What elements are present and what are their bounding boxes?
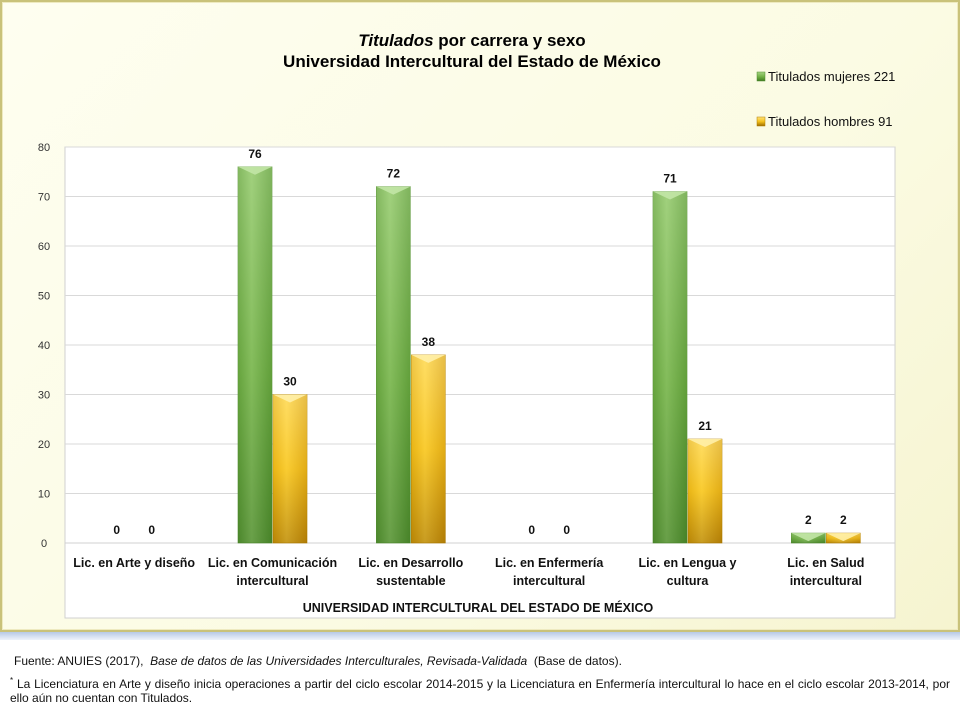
bar-chart: Titulados por carrera y sexo Universidad… xyxy=(38,31,896,619)
value-label: 72 xyxy=(387,167,401,181)
gridlines xyxy=(65,146,895,494)
category-label: Lic. en Arte y diseño xyxy=(73,556,195,570)
chart-title-italic: Titulados xyxy=(358,31,433,50)
category-label-line: Lic. en Arte y diseño xyxy=(73,556,195,570)
note-text: La Licenciatura en Arte y diseño inicia … xyxy=(10,677,951,705)
chart-title: Titulados por carrera y sexo xyxy=(358,31,585,50)
bottom-rule xyxy=(0,632,960,640)
value-label: 76 xyxy=(248,147,262,161)
bar-cap xyxy=(411,354,446,363)
bar-cap xyxy=(688,439,722,448)
footer: Fuente: ANUIES (2017), Base de datos de … xyxy=(10,654,950,705)
legend-entry: Titulados mujeres 221 xyxy=(768,69,895,84)
note-line: * La Licenciatura en Arte y diseño inici… xyxy=(10,674,950,705)
bar-shade xyxy=(653,191,687,544)
category-label: Lic. en Comunicación intercultural xyxy=(208,556,337,588)
value-label: 2 xyxy=(805,513,812,527)
bars xyxy=(237,166,861,544)
category-labels: Lic. en Arte y diseño Lic. en Comunicació… xyxy=(73,556,864,588)
category-label-line: Lic. en Salud xyxy=(787,556,864,570)
x-axis-title: UNIVERSIDAD INTERCULTURAL DEL ESTADO DE … xyxy=(303,600,654,615)
legend-swatch xyxy=(756,71,766,82)
y-tick-label: 70 xyxy=(38,192,50,204)
y-tick-label: 60 xyxy=(38,241,50,253)
value-labels: 0 0 76 30 72 38 0 0 71 21 2 2 xyxy=(113,147,847,537)
bar-cap xyxy=(791,533,826,542)
legend-swatch xyxy=(756,116,766,127)
chart-subtitle: Universidad Intercultural del Estado de … xyxy=(283,52,661,71)
bar-cap xyxy=(238,166,272,175)
bar-shade xyxy=(688,439,722,543)
value-label: 0 xyxy=(563,523,570,537)
legend-entry: Titulados hombres 91 xyxy=(768,114,893,129)
category-label-line: intercultural xyxy=(236,574,308,588)
source-prefix: Fuente: ANUIES (2017), xyxy=(14,654,144,668)
y-tick-label: 50 xyxy=(38,291,50,303)
source-line: Fuente: ANUIES (2017), Base de datos de … xyxy=(14,654,950,668)
value-label: 0 xyxy=(113,523,120,537)
legend: Titulados mujeres 221 Titulados hombres 9… xyxy=(756,69,895,129)
value-label: 0 xyxy=(148,523,155,537)
category-label-line: intercultural xyxy=(513,574,585,588)
category-label-line: Lic. en Comunicación xyxy=(208,556,337,570)
category-label-line: Lic. en Desarrollo xyxy=(358,556,463,570)
bar-cap xyxy=(376,186,411,195)
category-label: Lic. en Lengua y cultura xyxy=(639,556,737,588)
bar-cap xyxy=(653,191,687,200)
y-tick-label: 0 xyxy=(41,538,47,550)
bar-shade xyxy=(238,166,272,544)
source-title: Base de datos de las Universidades Inter… xyxy=(150,654,528,668)
y-tick-label: 10 xyxy=(38,489,50,501)
category-label: Lic. en Desarrollo sustentable xyxy=(358,556,463,588)
bar-cap xyxy=(273,394,307,403)
y-tick-label: 80 xyxy=(38,142,50,154)
note-mark: * xyxy=(10,676,14,685)
bar-shade xyxy=(376,186,411,543)
bar-shade xyxy=(273,394,307,543)
y-tick-label: 30 xyxy=(38,390,50,402)
value-label: 0 xyxy=(528,523,535,537)
value-label: 30 xyxy=(283,375,297,389)
value-label: 71 xyxy=(663,172,677,186)
y-tick-label: 20 xyxy=(38,439,50,451)
y-tick-label: 40 xyxy=(38,340,50,352)
category-label: Lic. en Salud intercultural xyxy=(787,556,864,588)
category-label-line: sustentable xyxy=(376,574,446,588)
bar-cap xyxy=(826,533,861,542)
bar-shade xyxy=(411,354,446,543)
category-label-line: Lic. en Lengua y xyxy=(639,556,737,570)
chart-title-rest: por carrera y sexo xyxy=(434,31,586,50)
value-label: 2 xyxy=(840,513,847,527)
value-label: 21 xyxy=(698,419,712,433)
category-label: Lic. en Enfermería intercultural xyxy=(495,556,604,588)
category-label-line: intercultural xyxy=(790,574,862,588)
category-area xyxy=(64,542,896,619)
category-label-line: Lic. en Enfermería xyxy=(495,556,604,570)
y-axis-ticks: 0 10 20 30 40 50 60 70 80 xyxy=(38,142,50,550)
value-label: 38 xyxy=(422,335,436,349)
source-suffix: (Base de datos). xyxy=(533,654,622,668)
category-label-line: cultura xyxy=(667,574,710,588)
